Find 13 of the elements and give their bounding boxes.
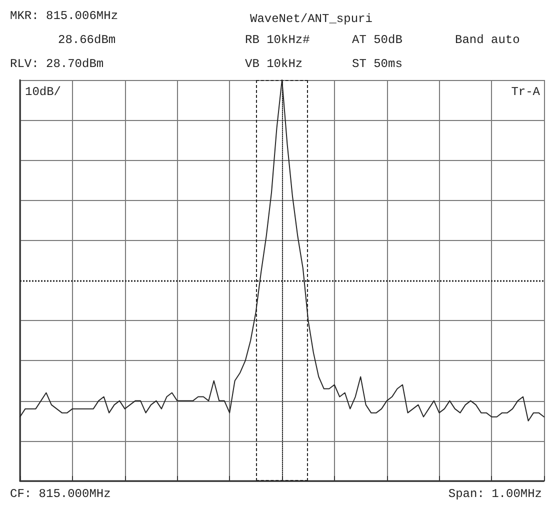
text: Band auto [455, 33, 520, 47]
text: RB 10kHz# [245, 33, 310, 47]
text: 28.66dBm [58, 33, 116, 47]
text: VB 10kHz [245, 57, 303, 71]
text: CF: 815.000MHz [10, 487, 111, 501]
chart-title: WaveNet/ANT_spuri [250, 12, 372, 26]
annotation: 10dB/ [25, 85, 62, 99]
text: ST 50ms [352, 57, 402, 71]
text: AT 50dB [352, 33, 402, 47]
annotation: Tr-A [511, 85, 541, 99]
text: MKR: 815.006MHz [10, 9, 118, 23]
text: Span: 1.00MHz [448, 487, 542, 501]
text: RLV: 28.70dBm [10, 57, 104, 71]
